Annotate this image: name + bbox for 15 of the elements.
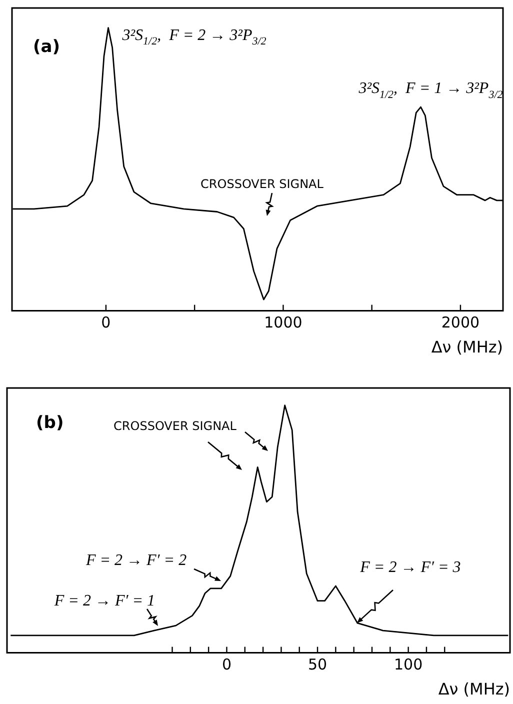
annotation: (a)	[33, 37, 60, 57]
x-tick-label: 0	[101, 314, 111, 332]
annotation: CROSSOVER SIGNAL	[200, 177, 324, 191]
x-tick-label: 50	[308, 656, 328, 674]
x-tick-label: 100	[394, 656, 423, 674]
x-tick-label: 1000	[264, 314, 302, 332]
x-tick-label: 2000	[441, 314, 480, 332]
x-axis-title: Δν (MHz)	[438, 680, 510, 699]
annotation: F = 2 → F′ = 2	[84, 552, 187, 570]
annotation: F = 2 → F′ = 3	[359, 559, 461, 576]
x-tick-label: 0	[222, 656, 232, 674]
annotation: F = 2 → F′ = 1	[53, 592, 156, 610]
annotation: (b)	[36, 413, 64, 433]
x-axis-title: Δν (MHz)	[431, 338, 503, 357]
annotation: CROSSOVER SIGNAL	[114, 419, 237, 433]
